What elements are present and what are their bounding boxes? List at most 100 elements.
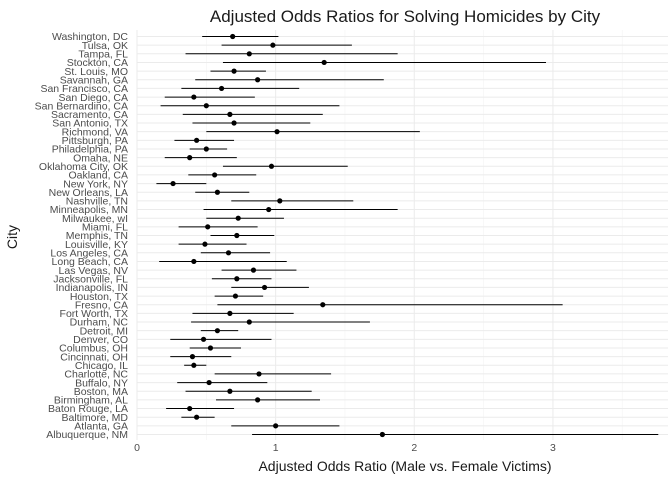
y-tick-label: Indianapolis, IN bbox=[56, 282, 128, 294]
y-tick-label: Omaha, NE bbox=[73, 152, 128, 164]
odds-ratio-point bbox=[203, 146, 209, 152]
y-tick-label: San Antonio, TX bbox=[52, 118, 128, 130]
odds-ratio-point bbox=[170, 180, 176, 187]
odds-ratio-point bbox=[205, 224, 211, 230]
x-tick-label: 0 bbox=[134, 442, 140, 454]
odds-ratio-point bbox=[270, 42, 276, 48]
y-tick-label: Charlotte, NC bbox=[64, 369, 128, 381]
odds-ratio-point bbox=[321, 59, 327, 66]
x-axis-ticks: 0 1 2 3 bbox=[134, 442, 556, 454]
y-tick-label: San Bernardino, CA bbox=[35, 100, 128, 112]
odds-ratio-point bbox=[256, 371, 262, 377]
odds-ratio-point bbox=[227, 310, 233, 316]
odds-ratio-point bbox=[202, 241, 208, 247]
odds-ratio-point bbox=[206, 379, 212, 386]
y-tick-label: St. Louis, MO bbox=[64, 66, 128, 78]
odds-ratio-point bbox=[261, 284, 268, 291]
y-tick-label: Philadelphia, PA bbox=[52, 144, 128, 156]
grid bbox=[136, 30, 668, 440]
y-tick-label: Columbus, OH bbox=[59, 343, 128, 355]
y-tick-label: Fort Worth, TX bbox=[60, 308, 128, 320]
y-tick-label: Miami, FL bbox=[82, 222, 128, 234]
odds-ratio-point bbox=[207, 345, 214, 351]
y-tick-label: Milwaukee, wI bbox=[62, 213, 128, 225]
y-tick-label: Birmingham, AL bbox=[54, 395, 128, 407]
y-tick-label: Nashville, TN bbox=[66, 196, 128, 208]
y-tick-label: Cincinnati, OH bbox=[60, 351, 128, 363]
odds-ratio-point bbox=[235, 215, 241, 221]
odds-ratio-point bbox=[191, 94, 197, 100]
x-tick-label: 1 bbox=[273, 442, 279, 454]
x-axis-title: Adjusted Odds Ratio (Male vs. Female Vic… bbox=[258, 458, 551, 474]
odds-ratio-point bbox=[273, 423, 279, 429]
odds-ratio-point bbox=[203, 103, 209, 109]
odds-ratio-point bbox=[194, 137, 200, 143]
y-axis-title: City bbox=[4, 225, 20, 249]
y-tick-label: Las Vegas, NV bbox=[59, 265, 128, 277]
odds-ratio-point bbox=[255, 77, 261, 83]
y-tick-label: Louisville, KY bbox=[65, 239, 128, 251]
y-tick-label: Boston, MA bbox=[74, 386, 128, 398]
odds-ratio-point bbox=[320, 302, 326, 308]
y-tick-label: Denver, CO bbox=[73, 334, 128, 346]
odds-ratio-point bbox=[218, 85, 225, 92]
odds-ratio-point bbox=[214, 328, 221, 334]
odds-ratio-point bbox=[200, 336, 207, 342]
odds-ratio-point bbox=[255, 397, 261, 403]
odds-ratio-point bbox=[212, 172, 218, 178]
y-tick-label: Memphis, TN bbox=[66, 230, 128, 242]
odds-ratio-point bbox=[231, 120, 237, 126]
y-tick-label: Oakland, CA bbox=[68, 170, 128, 182]
y-tick-label: Buffalo, NY bbox=[75, 377, 128, 389]
odds-ratio-point bbox=[277, 198, 283, 204]
y-tick-label: Washington, DC bbox=[52, 31, 128, 43]
confidence-intervals bbox=[156, 36, 659, 435]
x-tick-label: 3 bbox=[550, 442, 556, 454]
odds-ratio-point bbox=[191, 258, 197, 265]
odds-ratio-point bbox=[227, 111, 233, 117]
odds-ratio-point bbox=[189, 354, 196, 360]
y-tick-label: Fresno, CA bbox=[75, 299, 128, 311]
odds-ratio-point bbox=[266, 206, 272, 213]
odds-ratio-point bbox=[232, 293, 239, 299]
y-tick-label: Albuquerque, NM bbox=[46, 429, 128, 441]
y-tick-label: Savannah, GA bbox=[60, 74, 128, 86]
odds-ratio-point bbox=[187, 155, 193, 161]
chart-title: Adjusted Odds Ratios for Solving Homicid… bbox=[210, 7, 601, 26]
odds-ratio-point bbox=[274, 129, 280, 135]
odds-ratio-point bbox=[234, 276, 240, 282]
y-tick-label: San Francisco, CA bbox=[40, 83, 128, 95]
odds-ratio-points bbox=[170, 33, 385, 438]
odds-ratio-point bbox=[225, 250, 232, 256]
y-tick-label: Chicago, IL bbox=[75, 360, 128, 372]
y-tick-label: Sacramento, CA bbox=[51, 109, 128, 121]
y-tick-label: Baltimore, MD bbox=[61, 412, 128, 424]
y-tick-label: Houston, TX bbox=[70, 291, 128, 303]
y-tick-label: Durham, NC bbox=[70, 317, 129, 329]
x-tick-label: 2 bbox=[411, 442, 417, 454]
y-tick-label: Long Beach, CA bbox=[52, 256, 128, 268]
y-tick-label: Atlanta, GA bbox=[74, 421, 128, 433]
y-tick-label: Detroit, MI bbox=[80, 325, 128, 337]
odds-ratio-point bbox=[230, 33, 236, 40]
y-tick-label: Minneapolis, MN bbox=[50, 204, 128, 216]
odds-ratio-point bbox=[250, 267, 257, 273]
odds-ratio-point bbox=[379, 431, 385, 438]
y-tick-label: Oklahoma City, OK bbox=[39, 161, 128, 173]
y-tick-label: New York, NY bbox=[63, 178, 128, 190]
odds-ratio-point bbox=[234, 232, 240, 239]
odds-ratio-point bbox=[246, 51, 252, 57]
odds-ratio-point bbox=[227, 388, 233, 394]
odds-ratio-point bbox=[191, 362, 197, 368]
y-tick-label: New Orleans, LA bbox=[49, 187, 128, 199]
y-tick-label: Stockton, CA bbox=[67, 57, 128, 69]
odds-ratio-point bbox=[268, 163, 275, 169]
y-tick-label: Los Angeles, CA bbox=[50, 248, 128, 260]
odds-ratio-point bbox=[231, 68, 237, 74]
y-tick-label: Jacksonville, FL bbox=[53, 273, 128, 285]
y-tick-label: Richmond, VA bbox=[62, 126, 128, 138]
odds-ratio-point bbox=[187, 405, 193, 412]
y-tick-label: Baton Rouge, LA bbox=[48, 403, 128, 415]
